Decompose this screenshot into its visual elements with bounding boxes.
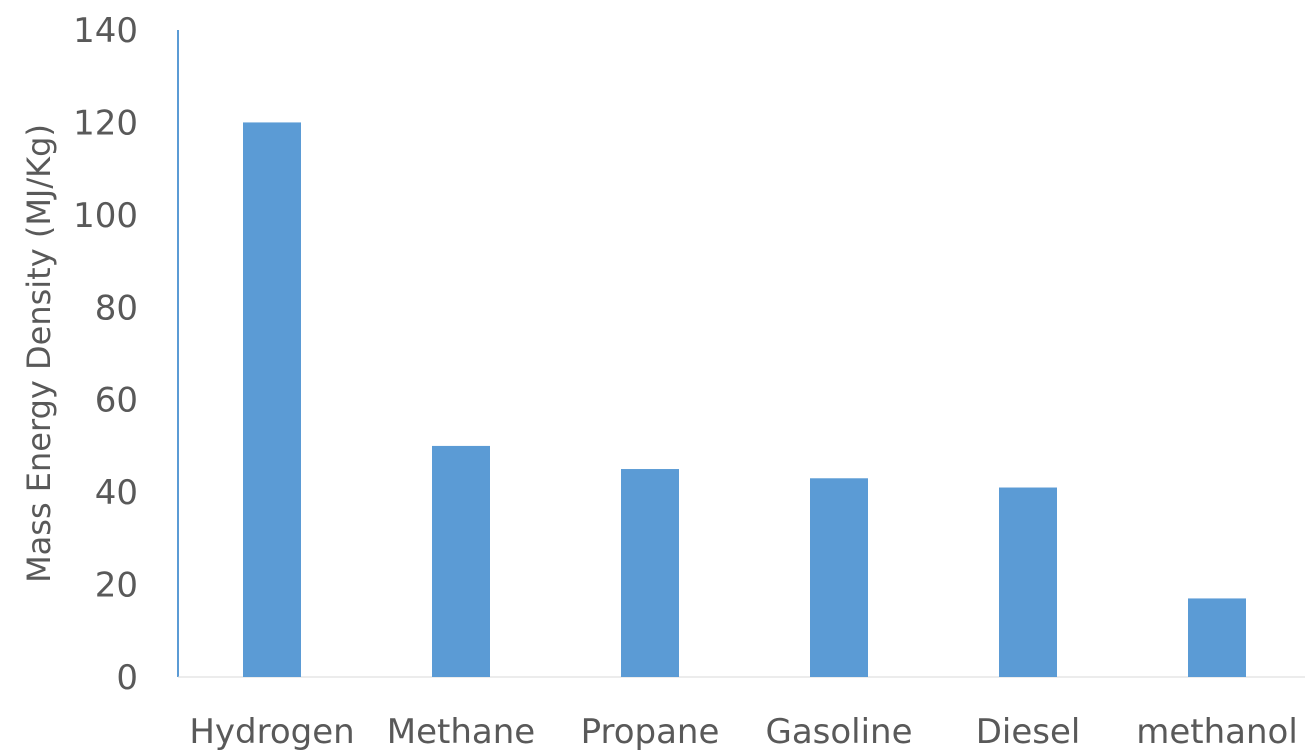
x-tick-label: Methane — [387, 712, 535, 752]
x-tick-label: Diesel — [976, 712, 1081, 752]
y-tick-label: 140 — [73, 11, 138, 51]
y-tick-label: 80 — [95, 288, 138, 328]
x-axis-labels: Hydrogen Methane Propane Gasoline Diesel meth… — [189, 712, 1297, 752]
x-tick-label: methanol — [1136, 712, 1298, 752]
bar-hydrogen — [243, 122, 301, 677]
y-axis-title: Mass Energy Density (MJ/Kg) — [20, 124, 58, 583]
y-tick-label: 60 — [95, 381, 138, 421]
y-tick-label: 20 — [95, 566, 138, 606]
y-tick-label: 100 — [73, 196, 138, 236]
x-tick-label: Hydrogen — [189, 712, 354, 752]
y-tick-label: 120 — [73, 103, 138, 143]
bars-group — [243, 122, 1246, 677]
x-tick-label: Propane — [581, 712, 720, 752]
bar-propane — [621, 469, 679, 677]
bar-gasoline — [810, 478, 868, 677]
x-tick-label: Gasoline — [765, 712, 912, 752]
bar-methane — [432, 445, 490, 677]
bar-methanol — [1188, 598, 1246, 677]
bar-diesel — [999, 487, 1057, 677]
y-axis-ticks: 0 20 40 60 80 100 120 140 — [73, 11, 138, 698]
y-tick-label: 0 — [116, 658, 138, 698]
y-tick-label: 40 — [95, 473, 138, 513]
